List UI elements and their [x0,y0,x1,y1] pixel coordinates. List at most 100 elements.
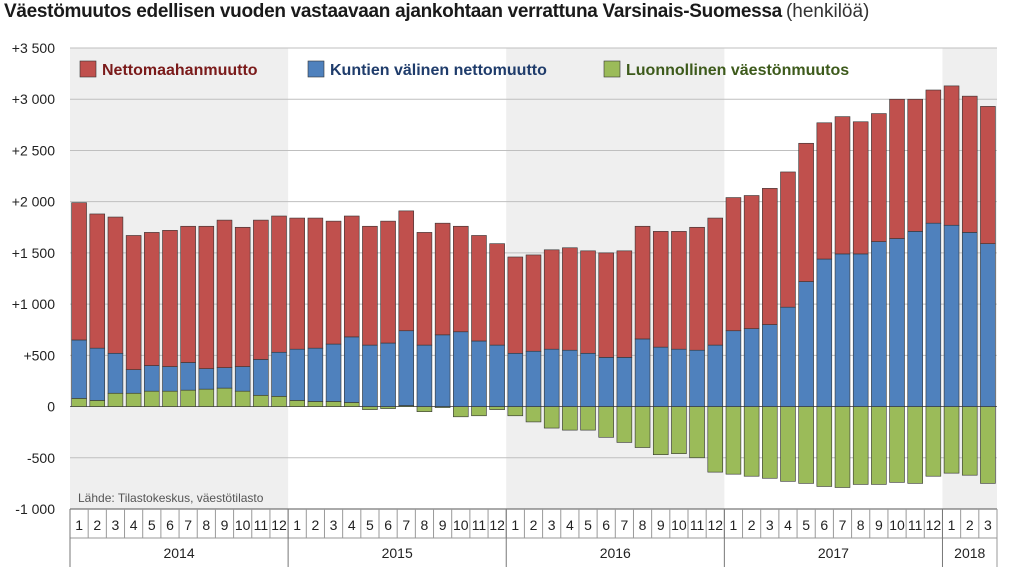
legend-swatch [79,60,97,78]
bar-segment: Luonnollinen väestönmuutos: -50 [416,406,433,412]
x-year-label: 2018 [954,545,985,561]
x-month-label: 12 [489,517,505,533]
bar-segment: Luonnollinen väestönmuutos: 60 [289,400,305,407]
x-month-label: 11 [254,517,269,533]
bar-segment: Nettomaahanmuutto: 1100 [416,232,433,346]
bar-segment: Kuntien välinen nettomuutto: 640 [471,340,487,407]
bar-segment: Nettomaahanmuutto: 1280 [289,217,305,350]
bar-segment: Nettomaahanmuutto: 1320 [780,171,796,308]
bar-segment: Nettomaahanmuutto: 1440 [216,219,233,368]
x-year-label: 2017 [818,545,849,561]
y-tick-label: -1 000 [15,501,55,517]
x-month-label: 2 [311,517,319,533]
bar-segment: Kuntien välinen nettomuutto: 550 [689,349,705,407]
bar-segment: Nettomaahanmuutto: 1300 [725,197,742,332]
x-month-label: 5 [148,517,156,533]
bar-segment: Kuntien välinen nettomuutto: 520 [580,352,596,407]
bars: Luonnollinen väestönmuutos: 80Kuntien vä… [71,85,996,488]
x-month-label: 6 [602,517,610,533]
bar-segment: Nettomaahanmuutto: 1340 [71,202,87,341]
bar-segment: Kuntien välinen nettomuutto: 970 [780,306,796,407]
bar-segment: Kuntien välinen nettomuutto: 600 [489,344,505,407]
bar-segment: Nettomaahanmuutto: 1360 [234,226,251,367]
bar-segment: Nettomaahanmuutto: 1330 [961,95,978,233]
x-month-label: 1 [948,517,956,533]
bar-segment: Luonnollinen väestönmuutos: -210 [543,406,560,429]
y-tick-label: +500 [23,347,55,363]
x-month-label: 11 [472,517,487,533]
x-month-label: 1 [293,517,301,533]
bar-segment: Nettomaahanmuutto: 1270 [307,217,324,349]
source-note: Lähde: Tilastokeskus, väestötilasto [78,491,264,505]
bar-segment: Kuntien välinen nettomuutto: 600 [707,344,724,407]
bar-segment: Luonnollinen väestönmuutos: -790 [834,406,851,488]
y-tick-label: +3 500 [12,40,55,56]
bar-segment: Luonnollinen väestönmuutos: 130 [107,392,124,407]
y-tick-label: +2 500 [12,142,55,158]
bar-segment: Kuntien välinen nettomuutto: 560 [543,348,560,407]
bar-segment: Kuntien välinen nettomuutto: 730 [398,330,415,406]
bar-segment: Nettomaahanmuutto: 1240 [707,217,724,346]
legend-swatch [603,60,621,78]
bar-segment: Luonnollinen väestönmuutos: -750 [980,406,996,484]
bar-segment: Kuntien välinen nettomuutto: 480 [616,357,633,407]
bar-segment: Kuntien välinen nettomuutto: 640 [343,336,360,403]
bar-segment: Nettomaahanmuutto: 1030 [471,235,487,342]
bar-segment: Kuntien välinen nettomuutto: 760 [743,328,760,407]
x-year-label: 2015 [382,545,413,561]
x-month-label: 4 [348,517,356,533]
bar-segment: Nettomaahanmuutto: 1130 [652,231,669,348]
bar-segment: Luonnollinen väestönmuutos: -100 [453,406,469,418]
bar-segment: Nettomaahanmuutto: 1180 [343,215,360,338]
bar-segment: Nettomaahanmuutto: 1150 [671,231,687,350]
x-month-label: 9 [657,517,665,533]
bar-segment: Kuntien välinen nettomuutto: 240 [162,366,178,392]
bar-segment: Nettomaahanmuutto: 970 [543,249,560,350]
legend: Nettomaahanmuutto Kuntien välinen nettomu… [79,60,849,79]
bar-segment: Luonnollinen väestönmuutos: 150 [144,390,160,407]
bar-segment: Nettomaahanmuutto: 1290 [907,98,923,232]
x-month-label: 11 [908,517,923,533]
bar-segment: Kuntien välinen nettomuutto: 1710 [907,231,923,407]
x-month-label: 3 [766,517,774,533]
bar-segment: Nettomaahanmuutto: 1160 [362,225,378,346]
bar-segment: Kuntien välinen nettomuutto: 1790 [925,222,942,407]
bar-segment: Kuntien välinen nettomuutto: 730 [453,331,469,407]
x-month-label: 11 [690,517,705,533]
x-month-label: 7 [620,517,628,533]
bar-segment: Kuntien välinen nettomuutto: 1770 [943,224,960,407]
x-month-label: 3 [548,517,556,533]
bar-segment: Nettomaahanmuutto: 1360 [943,85,960,226]
legend-label: Nettomaahanmuutto [102,62,258,79]
y-tick-label: -500 [27,450,55,466]
x-month-label: 9 [875,517,883,533]
bar-segment: Kuntien välinen nettomuutto: 560 [671,348,687,407]
x-month-label: 8 [202,517,210,533]
bar-segment: Luonnollinen väestönmuutos: 150 [234,390,251,407]
x-month-label: 2 [530,517,538,533]
bar-segment: Nettomaahanmuutto: 1330 [162,230,178,367]
bar-segment: Kuntien välinen nettomuutto: 230 [125,369,142,394]
bar-segment: Kuntien välinen nettomuutto: 700 [434,334,451,407]
bar-segment: Luonnollinen väestönmuutos: -30 [489,406,505,410]
bar-segment: Nettomaahanmuutto: 1350 [798,142,814,282]
bar-segment: Luonnollinen väestönmuutos: -470 [652,406,669,456]
bar-segment: Nettomaahanmuutto: 1390 [198,225,215,369]
y-axis: -1 000 -500 0 +500 +1 000 +1 500 +2 000 +2 500 +… [12,40,55,517]
bar-segment: Nettomaahanmuutto: 1310 [89,213,106,349]
bar-segment: Kuntien välinen nettomuutto: 800 [762,324,778,407]
x-month-label: 7 [184,517,192,533]
bar-segment: Luonnollinen väestönmuutos: -90 [471,406,487,417]
bar-segment: Luonnollinen väestönmuutos: -90 [507,406,524,417]
x-year-label: 2014 [163,545,194,561]
legend-label: Luonnollinen väestönmuutos [626,62,849,79]
bar-segment: Nettomaahanmuutto: 1020 [598,252,614,358]
bar-segment: Luonnollinen väestönmuutos: -230 [580,406,596,431]
x-month-label: 4 [566,517,574,533]
x-month-label: 8 [421,517,429,533]
bar-segment: Kuntien välinen nettomuutto: 570 [71,339,87,399]
x-month-label: 10 [671,517,687,533]
x-year-label: 2016 [600,545,631,561]
bar-segment: Nettomaahanmuutto: 1200 [325,220,342,345]
